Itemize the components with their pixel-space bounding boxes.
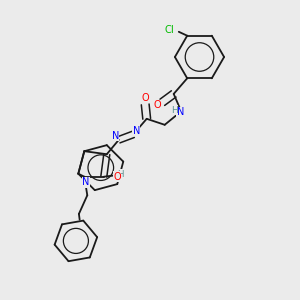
Text: O: O [153,100,161,110]
Text: Cl: Cl [165,25,174,35]
Text: N: N [177,107,184,117]
Text: O: O [113,172,121,182]
Text: N: N [112,131,119,141]
Text: O: O [141,93,149,103]
Text: H: H [117,170,124,179]
Text: N: N [82,177,89,187]
Text: N: N [133,125,140,136]
Text: H: H [171,106,177,115]
